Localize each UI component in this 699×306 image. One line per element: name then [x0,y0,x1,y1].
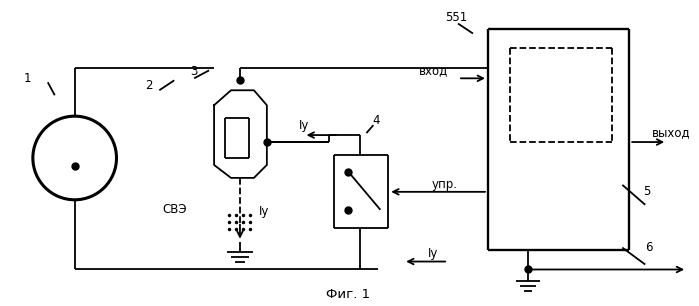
Text: Iy: Iy [298,119,309,132]
Text: Фиг. 1: Фиг. 1 [326,288,370,301]
Text: Iy: Iy [259,205,269,218]
Text: Iy: Iy [428,247,438,260]
Text: СВЭ: СВЭ [162,203,187,216]
Text: 2: 2 [145,79,153,92]
Text: 6: 6 [645,241,653,254]
Text: 5: 5 [644,185,651,198]
Text: 4: 4 [373,114,380,127]
Text: 3: 3 [190,65,198,78]
Text: выход: выход [652,127,691,140]
Text: 551: 551 [445,11,467,24]
Text: упр.: упр. [432,178,458,191]
Text: вход: вход [419,64,448,77]
Text: 1: 1 [24,72,31,85]
